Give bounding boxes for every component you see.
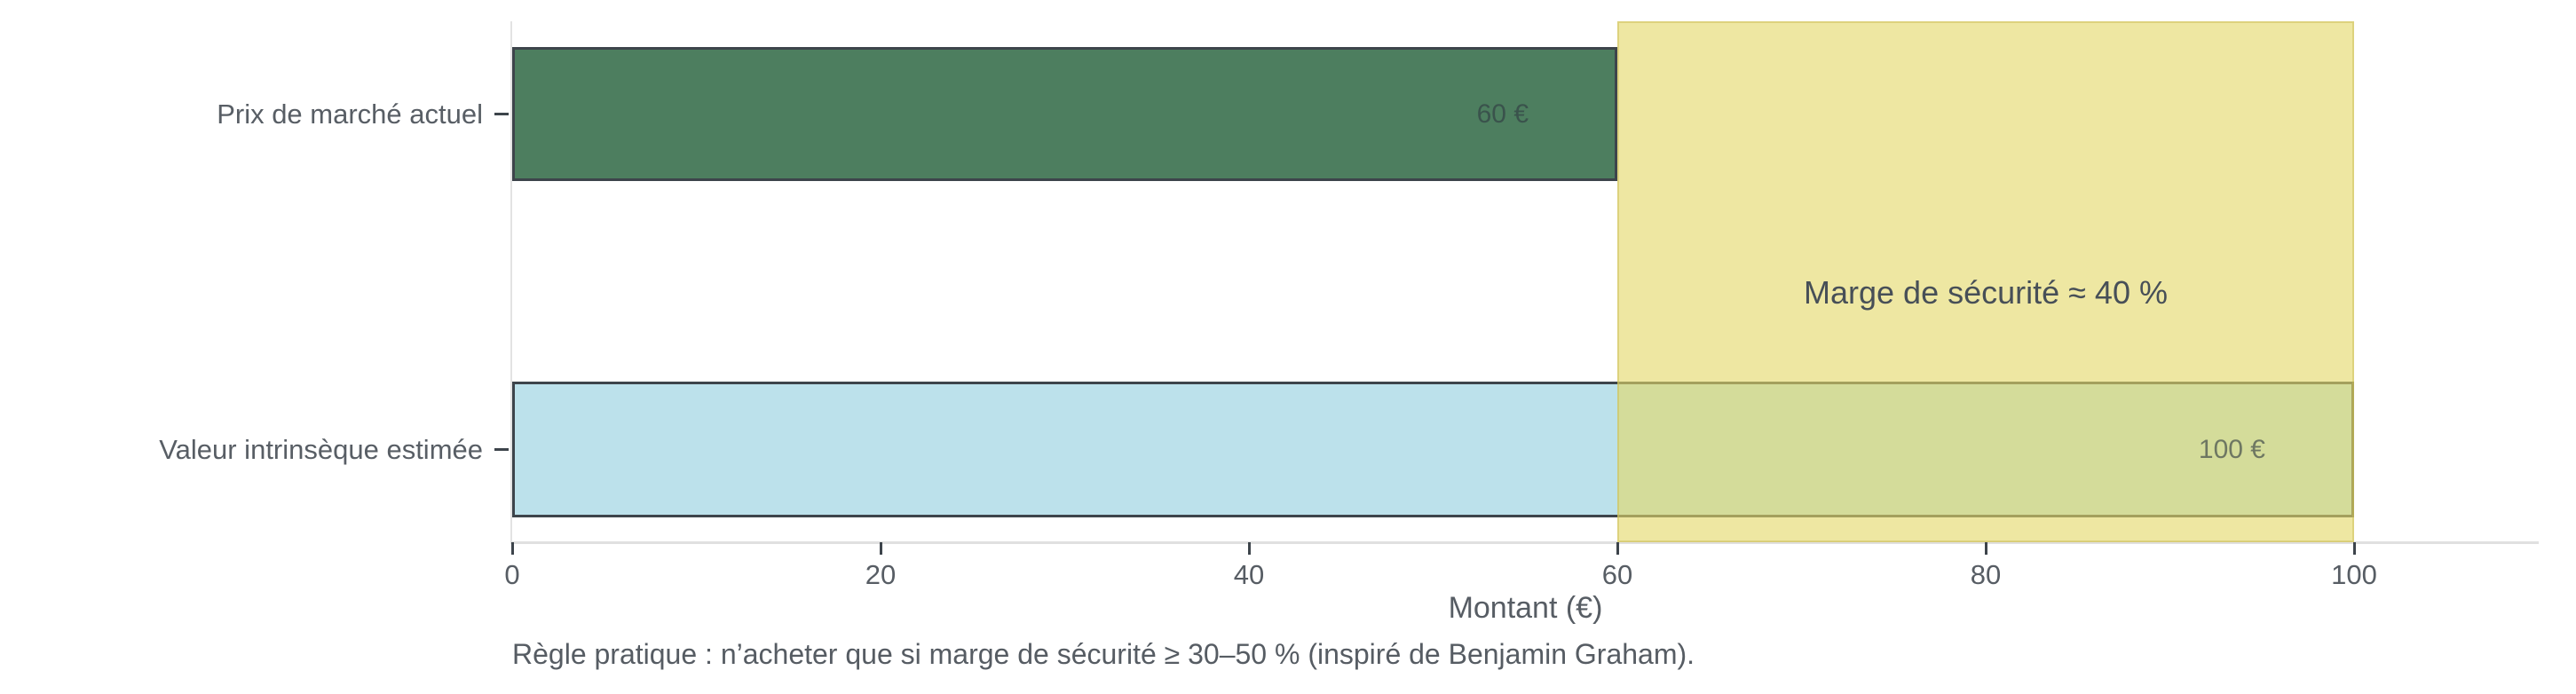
x-tick-label: 60 xyxy=(1601,559,1633,590)
x-axis-title: Montant (€) xyxy=(1448,591,1603,625)
y-tick-mark xyxy=(494,448,509,451)
bar-value-label: 60 € xyxy=(1476,99,1529,129)
x-tick-mark xyxy=(879,542,882,555)
y-axis-spine xyxy=(510,21,512,542)
x-tick-mark xyxy=(1616,542,1619,555)
x-tick-label: 0 xyxy=(504,559,520,590)
y-tick-mark xyxy=(494,113,509,115)
category-label-valeur-intrinseque: Valeur intrinsèque estimée xyxy=(159,434,483,465)
x-tick-mark xyxy=(1984,542,1987,555)
x-tick-mark xyxy=(1247,542,1251,555)
x-tick-mark xyxy=(510,542,514,555)
x-tick-mark xyxy=(2352,542,2356,555)
x-axis-line xyxy=(510,541,2539,544)
x-tick-label: 80 xyxy=(1970,559,2002,590)
bar-prix-de-marche-actuel xyxy=(512,47,1617,181)
bar-value-label: 100 € xyxy=(2198,435,2265,464)
x-tick-label: 20 xyxy=(865,559,897,590)
safety-margin-band xyxy=(1617,21,2354,542)
chart-caption: Règle pratique : n’acheter que si marge … xyxy=(512,638,1695,670)
x-tick-label: 40 xyxy=(1233,559,1265,590)
safety-margin-label: Marge de sécurité ≈ 40 % xyxy=(1804,274,2168,311)
x-tick-label: 100 xyxy=(2331,559,2377,590)
category-label-prix-de-marche: Prix de marché actuel xyxy=(217,99,483,130)
